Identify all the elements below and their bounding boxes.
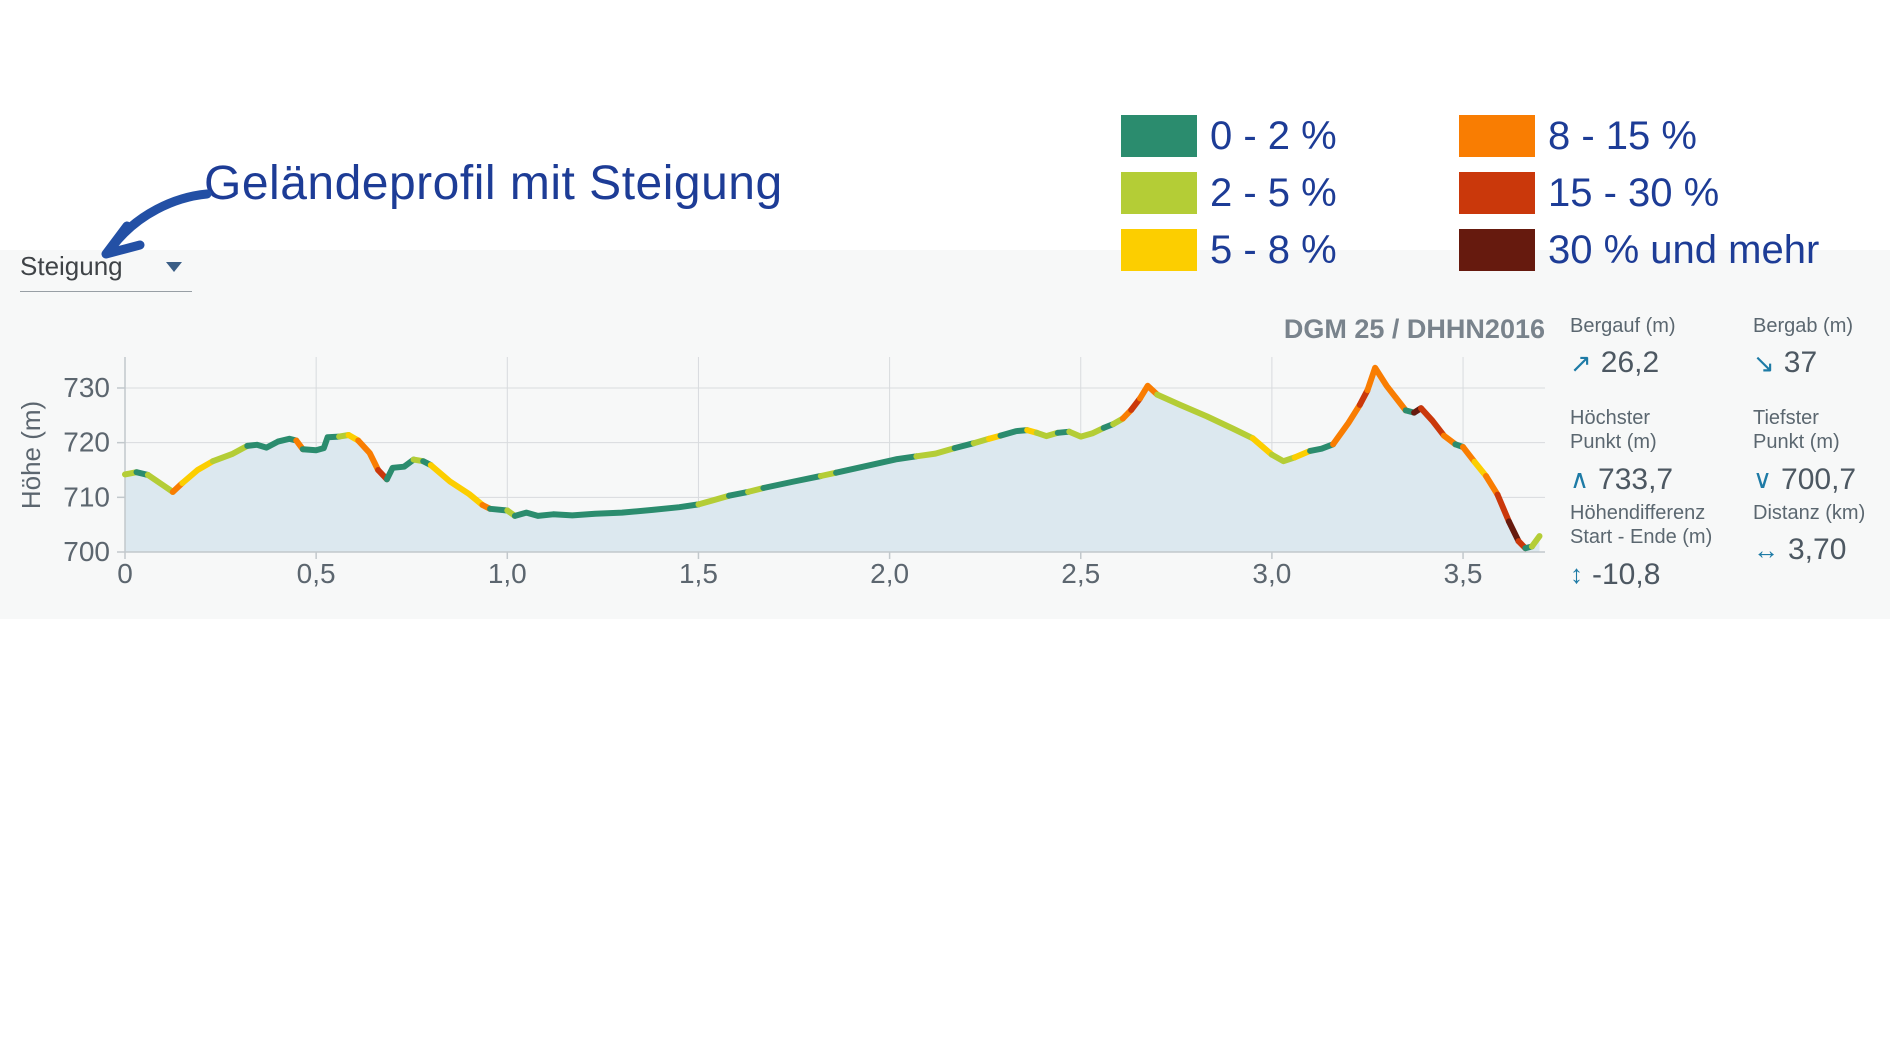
legend-swatch: [1121, 115, 1197, 157]
arrow-up-down-icon: ↕: [1570, 559, 1583, 590]
legend-item-15-30: 15 - 30 %: [1459, 172, 1719, 214]
profile-segment-0-2: [1307, 441, 1337, 454]
profile-segment-8-15: [1330, 401, 1363, 448]
legend-swatch: [1459, 115, 1535, 157]
stat-label: Bergauf (m): [1570, 315, 1676, 337]
legend-item-5-8: 5 - 8 %: [1121, 229, 1337, 271]
profile-segment-8-15: [1483, 473, 1501, 498]
arrow-up-right-icon: ↗: [1570, 347, 1592, 378]
x-tick-label: 2,5: [1061, 558, 1100, 589]
stat-bergauf: Bergauf (m) ↗ 26,2: [1570, 314, 1730, 380]
stat-label: Distanz (km): [1753, 502, 1866, 524]
slope-dropdown-label: Steigung: [20, 251, 123, 281]
chevron-up-icon: ∧: [1570, 464, 1590, 495]
stat-distanz: Distanz (km) ↔ 3,70: [1753, 501, 1888, 567]
stat-value: 3,70: [1788, 533, 1847, 567]
legend-label: 5 - 8 %: [1210, 228, 1337, 272]
profile-segment-8-15: [355, 437, 382, 473]
x-tick-label: 0,5: [297, 558, 336, 589]
profile-segment-8-15: [1460, 444, 1478, 465]
legend-label: 0 - 2 %: [1210, 114, 1337, 158]
y-tick-label: 720: [63, 427, 110, 458]
x-tick-label: 1,5: [679, 558, 718, 589]
legend-swatch: [1121, 172, 1197, 214]
legend-item-2-5: 2 - 5 %: [1121, 172, 1337, 214]
legend-swatch: [1459, 172, 1535, 214]
profile-segment-2-5: [1033, 429, 1061, 440]
elevation-area: [125, 367, 1540, 552]
profile-segment-5-8: [1249, 435, 1275, 458]
stat-hoehendifferenz: Höhendifferenz Start - Ende (m) ↕ -10,8: [1570, 501, 1748, 592]
legend-item-0-2: 0 - 2 %: [1121, 115, 1337, 157]
profile-segment-2-5: [1154, 391, 1256, 442]
profile-segment-0-2: [951, 440, 977, 452]
profile-segment-2-5: [913, 445, 958, 460]
stat-label: Bergab (m): [1753, 315, 1854, 337]
profile-segment-30+: [1505, 518, 1522, 545]
chevron-down-icon: ∨: [1753, 464, 1773, 495]
arrow-left-right-icon: ↔: [1753, 534, 1779, 565]
profile-segment-0-2: [511, 501, 702, 519]
profile-segment-0-2: [244, 435, 300, 451]
legend-swatch: [1459, 229, 1535, 271]
profile-segment-15-30: [1494, 491, 1512, 525]
profile-segment-2-5: [1528, 533, 1543, 550]
legend-label: 15 - 30 %: [1548, 171, 1720, 215]
chevron-down-icon: [166, 261, 182, 272]
x-tick-label: 0: [117, 558, 133, 589]
profile-segment-2-5: [695, 492, 732, 508]
profile-segment-0-2: [760, 473, 824, 491]
arrow-down-right-icon: ↘: [1753, 347, 1775, 378]
elevation-profile-chart[interactable]: 700 710 720 730 0 0,5 1,0 1,5 2,0 2,5 3,0 3,5 Höhe (…: [0, 250, 1890, 619]
profile-segment-5-8: [427, 462, 486, 508]
legend-item-30+: 30 % und mehr: [1459, 229, 1819, 271]
legend-label: 8 - 15 %: [1548, 114, 1697, 158]
profile-segment-2-5: [144, 471, 176, 495]
stat-label: Tiefster Punkt (m): [1753, 407, 1840, 454]
profile-segment-5-8: [179, 458, 216, 487]
y-tick-label: 700: [63, 536, 110, 567]
x-tick-label: 3,5: [1444, 558, 1483, 589]
legend-label: 2 - 5 %: [1210, 171, 1337, 215]
stat-value: 700,7: [1781, 462, 1857, 496]
stat-label: Höhendifferenz Start - Ende (m): [1570, 502, 1713, 549]
profile-segment-0-2: [833, 453, 920, 476]
profile-segment-5-8: [1471, 458, 1489, 479]
stat-value: 37: [1783, 346, 1818, 380]
profile-segment-0-2: [726, 488, 752, 499]
profile-segment-2-5: [1268, 451, 1298, 465]
y-tick-label: 730: [63, 372, 110, 403]
x-tick-label: 3,0: [1252, 558, 1291, 589]
slope-dropdown[interactable]: Steigung: [20, 251, 192, 292]
profile-segment-2-5: [209, 442, 251, 465]
x-tick-label: 1,0: [488, 558, 527, 589]
profile-segment-0-2: [383, 456, 417, 483]
y-axis-title: Höhe (m): [16, 401, 46, 509]
y-tick-label: 710: [63, 481, 110, 512]
x-tick-label: 2,0: [870, 558, 909, 589]
stat-tiefster-punkt: Tiefster Punkt (m) ∨ 700,7: [1753, 406, 1863, 497]
stat-bergab: Bergab (m) ↘ 37: [1753, 314, 1888, 380]
stat-value: 733,7: [1598, 462, 1674, 496]
stat-label: Höchster Punkt (m): [1570, 407, 1657, 454]
stat-value: -10,8: [1592, 557, 1661, 591]
profile-panel: [0, 250, 1890, 619]
profile-segment-2-5: [1066, 424, 1107, 440]
profile-segment-0-2: [299, 433, 343, 454]
profile-segment-15-30: [1418, 405, 1447, 439]
legend-label: 30 % und mehr: [1548, 228, 1820, 272]
annotation-arrow-icon: [101, 189, 212, 259]
profile-segment-0-2: [997, 427, 1031, 439]
legend-swatch: [1121, 229, 1197, 271]
chart-source-label: DGM 25 / DHHN2016: [1284, 314, 1545, 344]
stat-hoechster-punkt: Höchster Punkt (m) ∧ 733,7: [1570, 406, 1688, 497]
stat-value: 26,2: [1600, 346, 1660, 380]
annotation-title: Geländeprofil mit Steigung: [204, 157, 783, 210]
profile-segment-8-15: [1137, 382, 1161, 402]
legend-item-8-15: 8 - 15 %: [1459, 115, 1697, 157]
profile-segment-8-15: [1364, 364, 1409, 414]
